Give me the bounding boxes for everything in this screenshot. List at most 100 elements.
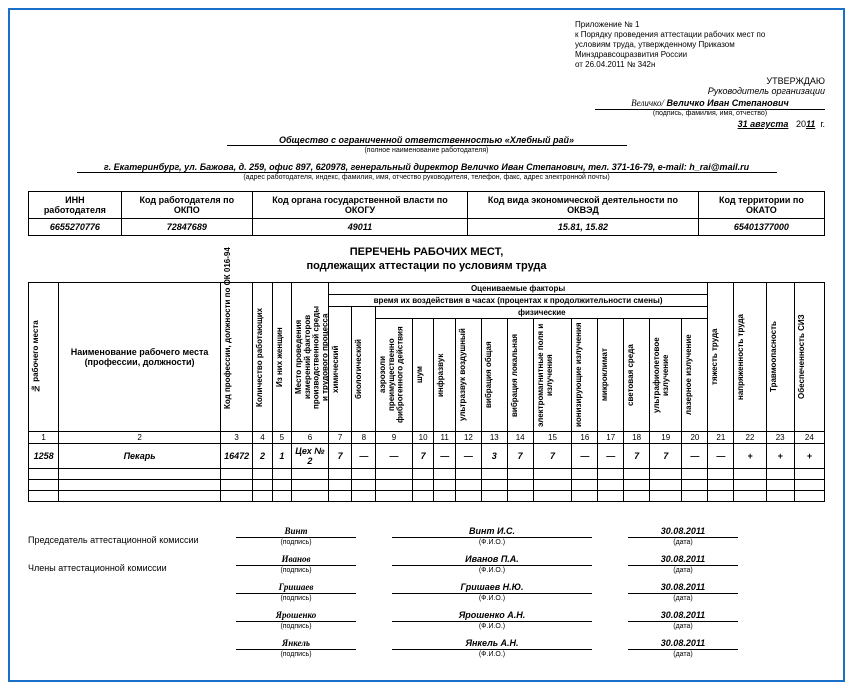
colnum: 20 — [682, 431, 708, 443]
factors-header: Оцениваемые факторы — [328, 282, 708, 294]
codes-cell: 72847689 — [121, 219, 252, 236]
col-header: № рабочего места — [31, 302, 42, 412]
cell: 7 — [507, 443, 533, 468]
col-header: напряженность труда — [736, 302, 747, 412]
cell: 7 — [328, 443, 352, 468]
date-day: 31 августа — [738, 119, 789, 129]
colnum: 17 — [598, 431, 624, 443]
caption: (Ф.И.О.) — [392, 595, 592, 602]
colnum: 18 — [624, 431, 650, 443]
col-header: химический — [331, 314, 342, 424]
signature-row: Члены аттестационной комиссии Иванов(под… — [28, 554, 825, 574]
cell: Пекарь — [59, 443, 221, 468]
cell: 1 — [272, 443, 291, 468]
org-caption: (полное наименование работодателя) — [227, 145, 627, 154]
empty-row — [29, 479, 825, 490]
cell: 7 — [650, 443, 682, 468]
col-header: микроклимат — [600, 320, 611, 430]
fio: Гришаев Н.Ю. — [392, 582, 592, 594]
data-row: 1258Пекарь1647221Цех № 27——7——377——77——+… — [29, 443, 825, 468]
colnum: 6 — [292, 431, 329, 443]
chair-label: Председатель аттестационной комиссии — [28, 535, 218, 546]
col-header: Код профессии, должности по ОК 016-94 — [223, 302, 234, 412]
codes-header: ИНН работодателя — [29, 192, 122, 219]
codes-cell: 15.81, 15.82 — [468, 219, 699, 236]
codes-header: Код вида экономической деятельности по О… — [468, 192, 699, 219]
colnum: 24 — [794, 431, 824, 443]
cell: — — [376, 443, 413, 468]
col-header: электромагнитные поля и излучения — [536, 320, 556, 430]
approve-signature-line: Величко/ Величко Иван Степанович (подпис… — [28, 98, 825, 117]
signature: Винт — [236, 526, 356, 538]
col-header: лазерное излучение — [684, 320, 695, 430]
cell: 16472 — [220, 443, 252, 468]
caption: (Ф.И.О.) — [392, 651, 592, 658]
approve-role: Руководитель организации — [28, 86, 825, 96]
approve-signature: Величко/ — [631, 98, 664, 108]
col-header: Обеспеченность СИЗ — [797, 302, 808, 412]
cell: 7 — [624, 443, 650, 468]
col-header: инфразвук — [436, 320, 447, 430]
address-line: г. Екатеринбург, ул. Бажова, д. 259, офи… — [28, 162, 825, 172]
phys-header: физические — [376, 306, 708, 318]
cell: — — [352, 443, 376, 468]
approve-title: УТВЕРЖДАЮ — [28, 76, 825, 86]
cell: — — [682, 443, 708, 468]
caption: (дата) — [628, 539, 738, 546]
empty-row — [29, 490, 825, 501]
caption: (подпись) — [236, 623, 356, 630]
date-year-prefix: 20 — [796, 119, 806, 129]
cell: — — [434, 443, 456, 468]
signature: Янкель — [236, 638, 356, 650]
empty-row — [29, 468, 825, 479]
col-header: Травмоопасность — [769, 302, 780, 412]
date-year: 11 — [806, 119, 815, 129]
colnum: 23 — [766, 431, 794, 443]
cell: — — [598, 443, 624, 468]
col-header: ультразвук воздушный — [458, 320, 469, 430]
cell: 1258 — [29, 443, 59, 468]
col-header: Место проведения измерений факторов прои… — [294, 302, 331, 412]
col-header: световая среда — [626, 320, 637, 430]
cell: 7 — [412, 443, 434, 468]
col-header: шум — [415, 320, 426, 430]
col-header: вибрация локальная — [510, 320, 521, 430]
colnum: 7 — [328, 431, 352, 443]
codes-cell: 65401377000 — [698, 219, 824, 236]
members-label: Члены аттестационной комиссии — [28, 563, 218, 574]
time-header: время их воздействия в часах (процентах … — [328, 294, 708, 306]
cell: 2 — [253, 443, 272, 468]
col-header: аэрозоли преимущественно фиброгенного де… — [378, 320, 406, 430]
colnum: 13 — [481, 431, 507, 443]
colnum: 12 — [455, 431, 481, 443]
approve-block: УТВЕРЖДАЮ Руководитель организации — [28, 76, 825, 96]
date: 30.08.2011 — [628, 610, 738, 622]
colnum: 2 — [59, 431, 221, 443]
colnum: 3 — [220, 431, 252, 443]
appendix-block: Приложение № 1 к Порядку проведения атте… — [575, 20, 825, 70]
appendix-line: условиям труда, утвержденному Приказом — [575, 40, 825, 50]
codes-header: Код работодателя по ОКПО — [121, 192, 252, 219]
caption: (Ф.И.О.) — [392, 539, 592, 546]
colnum: 19 — [650, 431, 682, 443]
document-page: Приложение № 1 к Порядку проведения атте… — [8, 8, 845, 682]
col-header: ультрафиолетовое излучение — [652, 320, 672, 430]
colnum: 1 — [29, 431, 59, 443]
date-suffix: г. — [820, 119, 825, 129]
colnum: 5 — [272, 431, 291, 443]
date-line: 31 августа 2011 г. — [28, 119, 825, 129]
signature-row: Янкель(подпись) Янкель А.Н.(Ф.И.О.) 30.0… — [28, 638, 825, 658]
cell: — — [708, 443, 734, 468]
fio: Винт И.С. — [392, 526, 592, 538]
caption: (Ф.И.О.) — [392, 567, 592, 574]
colnum: 16 — [572, 431, 598, 443]
cell: + — [734, 443, 766, 468]
caption: (подпись) — [236, 539, 356, 546]
cell: — — [572, 443, 598, 468]
colnum: 9 — [376, 431, 413, 443]
approve-name: Величко Иван Степанович — [667, 98, 789, 108]
col-header: Из них женщин — [275, 302, 286, 412]
cell: Цех № 2 — [292, 443, 329, 468]
colnum: 4 — [253, 431, 272, 443]
colnum: 22 — [734, 431, 766, 443]
